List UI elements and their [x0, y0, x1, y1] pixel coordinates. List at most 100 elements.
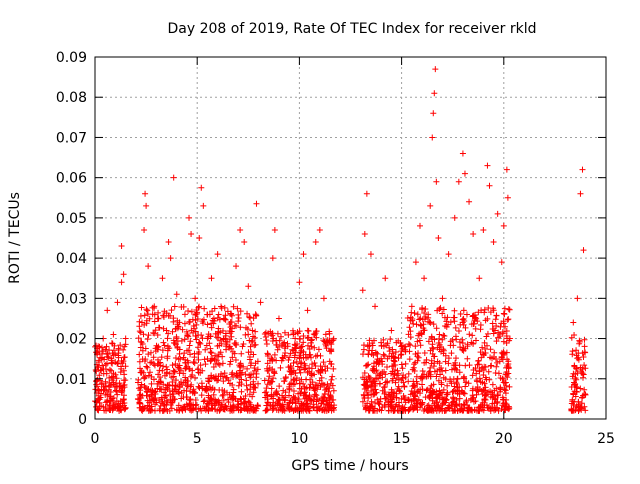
- data-point: [372, 303, 379, 310]
- data-point: [579, 370, 586, 377]
- data-point: [506, 335, 513, 342]
- data-point: [329, 373, 336, 380]
- data-point: [288, 380, 295, 387]
- data-point: [442, 322, 449, 329]
- data-point: [329, 382, 336, 389]
- data-point: [221, 304, 228, 311]
- data-point: [250, 381, 257, 388]
- data-point: [376, 359, 383, 366]
- data-point: [470, 320, 477, 327]
- data-point: [581, 390, 588, 397]
- data-point: [388, 389, 395, 396]
- data-point: [146, 369, 153, 376]
- data-point: [370, 386, 377, 393]
- data-point: [263, 392, 270, 399]
- data-point: [445, 360, 452, 367]
- data-point: [322, 386, 329, 393]
- data-point: [293, 377, 300, 384]
- data-point: [419, 375, 426, 382]
- data-point: [277, 333, 284, 340]
- data-point: [291, 376, 298, 383]
- data-point: [109, 340, 116, 347]
- data-point: [364, 382, 371, 389]
- data-point: [381, 390, 388, 397]
- data-point: [449, 403, 456, 410]
- data-point: [106, 383, 113, 390]
- data-point: [386, 348, 393, 355]
- data-point: [408, 398, 415, 405]
- data-point: [313, 328, 320, 335]
- data-point: [500, 222, 507, 229]
- data-point: [186, 402, 193, 409]
- data-point: [376, 401, 383, 408]
- data-point: [241, 239, 248, 246]
- data-point: [200, 202, 207, 209]
- data-point: [494, 210, 501, 217]
- data-point: [290, 360, 297, 367]
- data-point: [359, 351, 366, 358]
- data-point: [419, 374, 426, 381]
- data-point: [139, 392, 146, 399]
- data-point: [136, 358, 143, 365]
- data-point: [301, 389, 308, 396]
- data-point: [490, 330, 497, 337]
- data-point: [148, 373, 155, 380]
- data-point: [415, 350, 422, 357]
- data-point: [490, 239, 497, 246]
- data-point: [136, 400, 143, 407]
- data-point: [141, 312, 148, 319]
- data-point: [568, 406, 575, 413]
- data-point: [384, 378, 391, 385]
- data-point: [291, 381, 298, 388]
- data-point: [471, 317, 478, 324]
- data-point: [248, 320, 255, 327]
- data-point: [138, 304, 145, 311]
- data-point: [364, 343, 371, 350]
- data-point: [320, 393, 327, 400]
- data-point: [399, 365, 406, 372]
- data-point: [221, 316, 228, 323]
- data-point: [215, 377, 222, 384]
- data-point: [281, 378, 288, 385]
- data-point: [369, 347, 376, 354]
- data-point: [480, 226, 487, 233]
- data-point: [215, 311, 222, 318]
- data-point: [140, 369, 147, 376]
- y-tick-label: 0.09: [56, 50, 87, 66]
- data-point: [96, 396, 103, 403]
- data-point: [505, 406, 512, 413]
- data-point: [366, 404, 373, 411]
- data-point: [169, 397, 176, 404]
- data-point: [326, 404, 333, 411]
- data-point: [220, 315, 227, 322]
- data-point: [108, 359, 115, 366]
- data-point: [421, 406, 428, 413]
- data-point: [308, 336, 315, 343]
- data-point: [372, 399, 379, 406]
- data-point: [430, 345, 437, 352]
- data-point: [450, 342, 457, 349]
- data-point: [120, 346, 127, 353]
- data-point: [498, 354, 505, 361]
- data-point: [221, 370, 228, 377]
- data-point: [103, 343, 110, 350]
- data-point: [438, 405, 445, 412]
- data-point: [479, 344, 486, 351]
- data-point: [483, 333, 490, 340]
- x-axis-label: GPS time / hours: [291, 458, 408, 474]
- data-point: [370, 352, 377, 359]
- data-point: [136, 392, 143, 399]
- data-point: [438, 381, 445, 388]
- data-point: [169, 382, 176, 389]
- data-point: [216, 407, 223, 414]
- data-point: [180, 303, 187, 310]
- data-point: [261, 331, 268, 337]
- data-point: [472, 337, 479, 344]
- data-point: [230, 402, 237, 409]
- data-point: [440, 400, 447, 407]
- data-point: [294, 363, 301, 370]
- data-point: [300, 333, 307, 340]
- data-point: [393, 394, 400, 401]
- data-point: [187, 396, 194, 403]
- data-point: [457, 311, 464, 318]
